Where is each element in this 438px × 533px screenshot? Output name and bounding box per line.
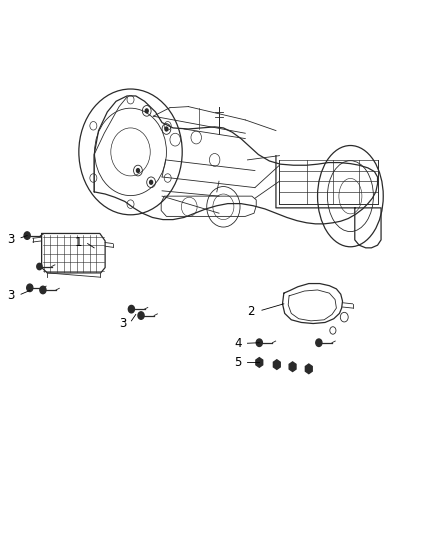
Text: 4: 4 [234, 337, 242, 350]
Text: 3: 3 [7, 289, 15, 302]
Circle shape [27, 284, 33, 292]
Circle shape [136, 168, 140, 173]
Circle shape [40, 286, 46, 294]
Circle shape [37, 263, 42, 270]
Text: 3: 3 [119, 317, 126, 330]
Circle shape [138, 312, 144, 319]
Circle shape [24, 232, 30, 239]
Circle shape [145, 108, 149, 114]
Circle shape [316, 339, 322, 346]
Circle shape [256, 339, 262, 346]
Circle shape [164, 126, 169, 132]
Text: 3: 3 [7, 233, 15, 246]
Circle shape [128, 305, 134, 313]
Text: 1: 1 [75, 236, 82, 249]
Text: 5: 5 [234, 356, 242, 369]
Text: 2: 2 [247, 305, 255, 318]
Circle shape [149, 180, 153, 185]
